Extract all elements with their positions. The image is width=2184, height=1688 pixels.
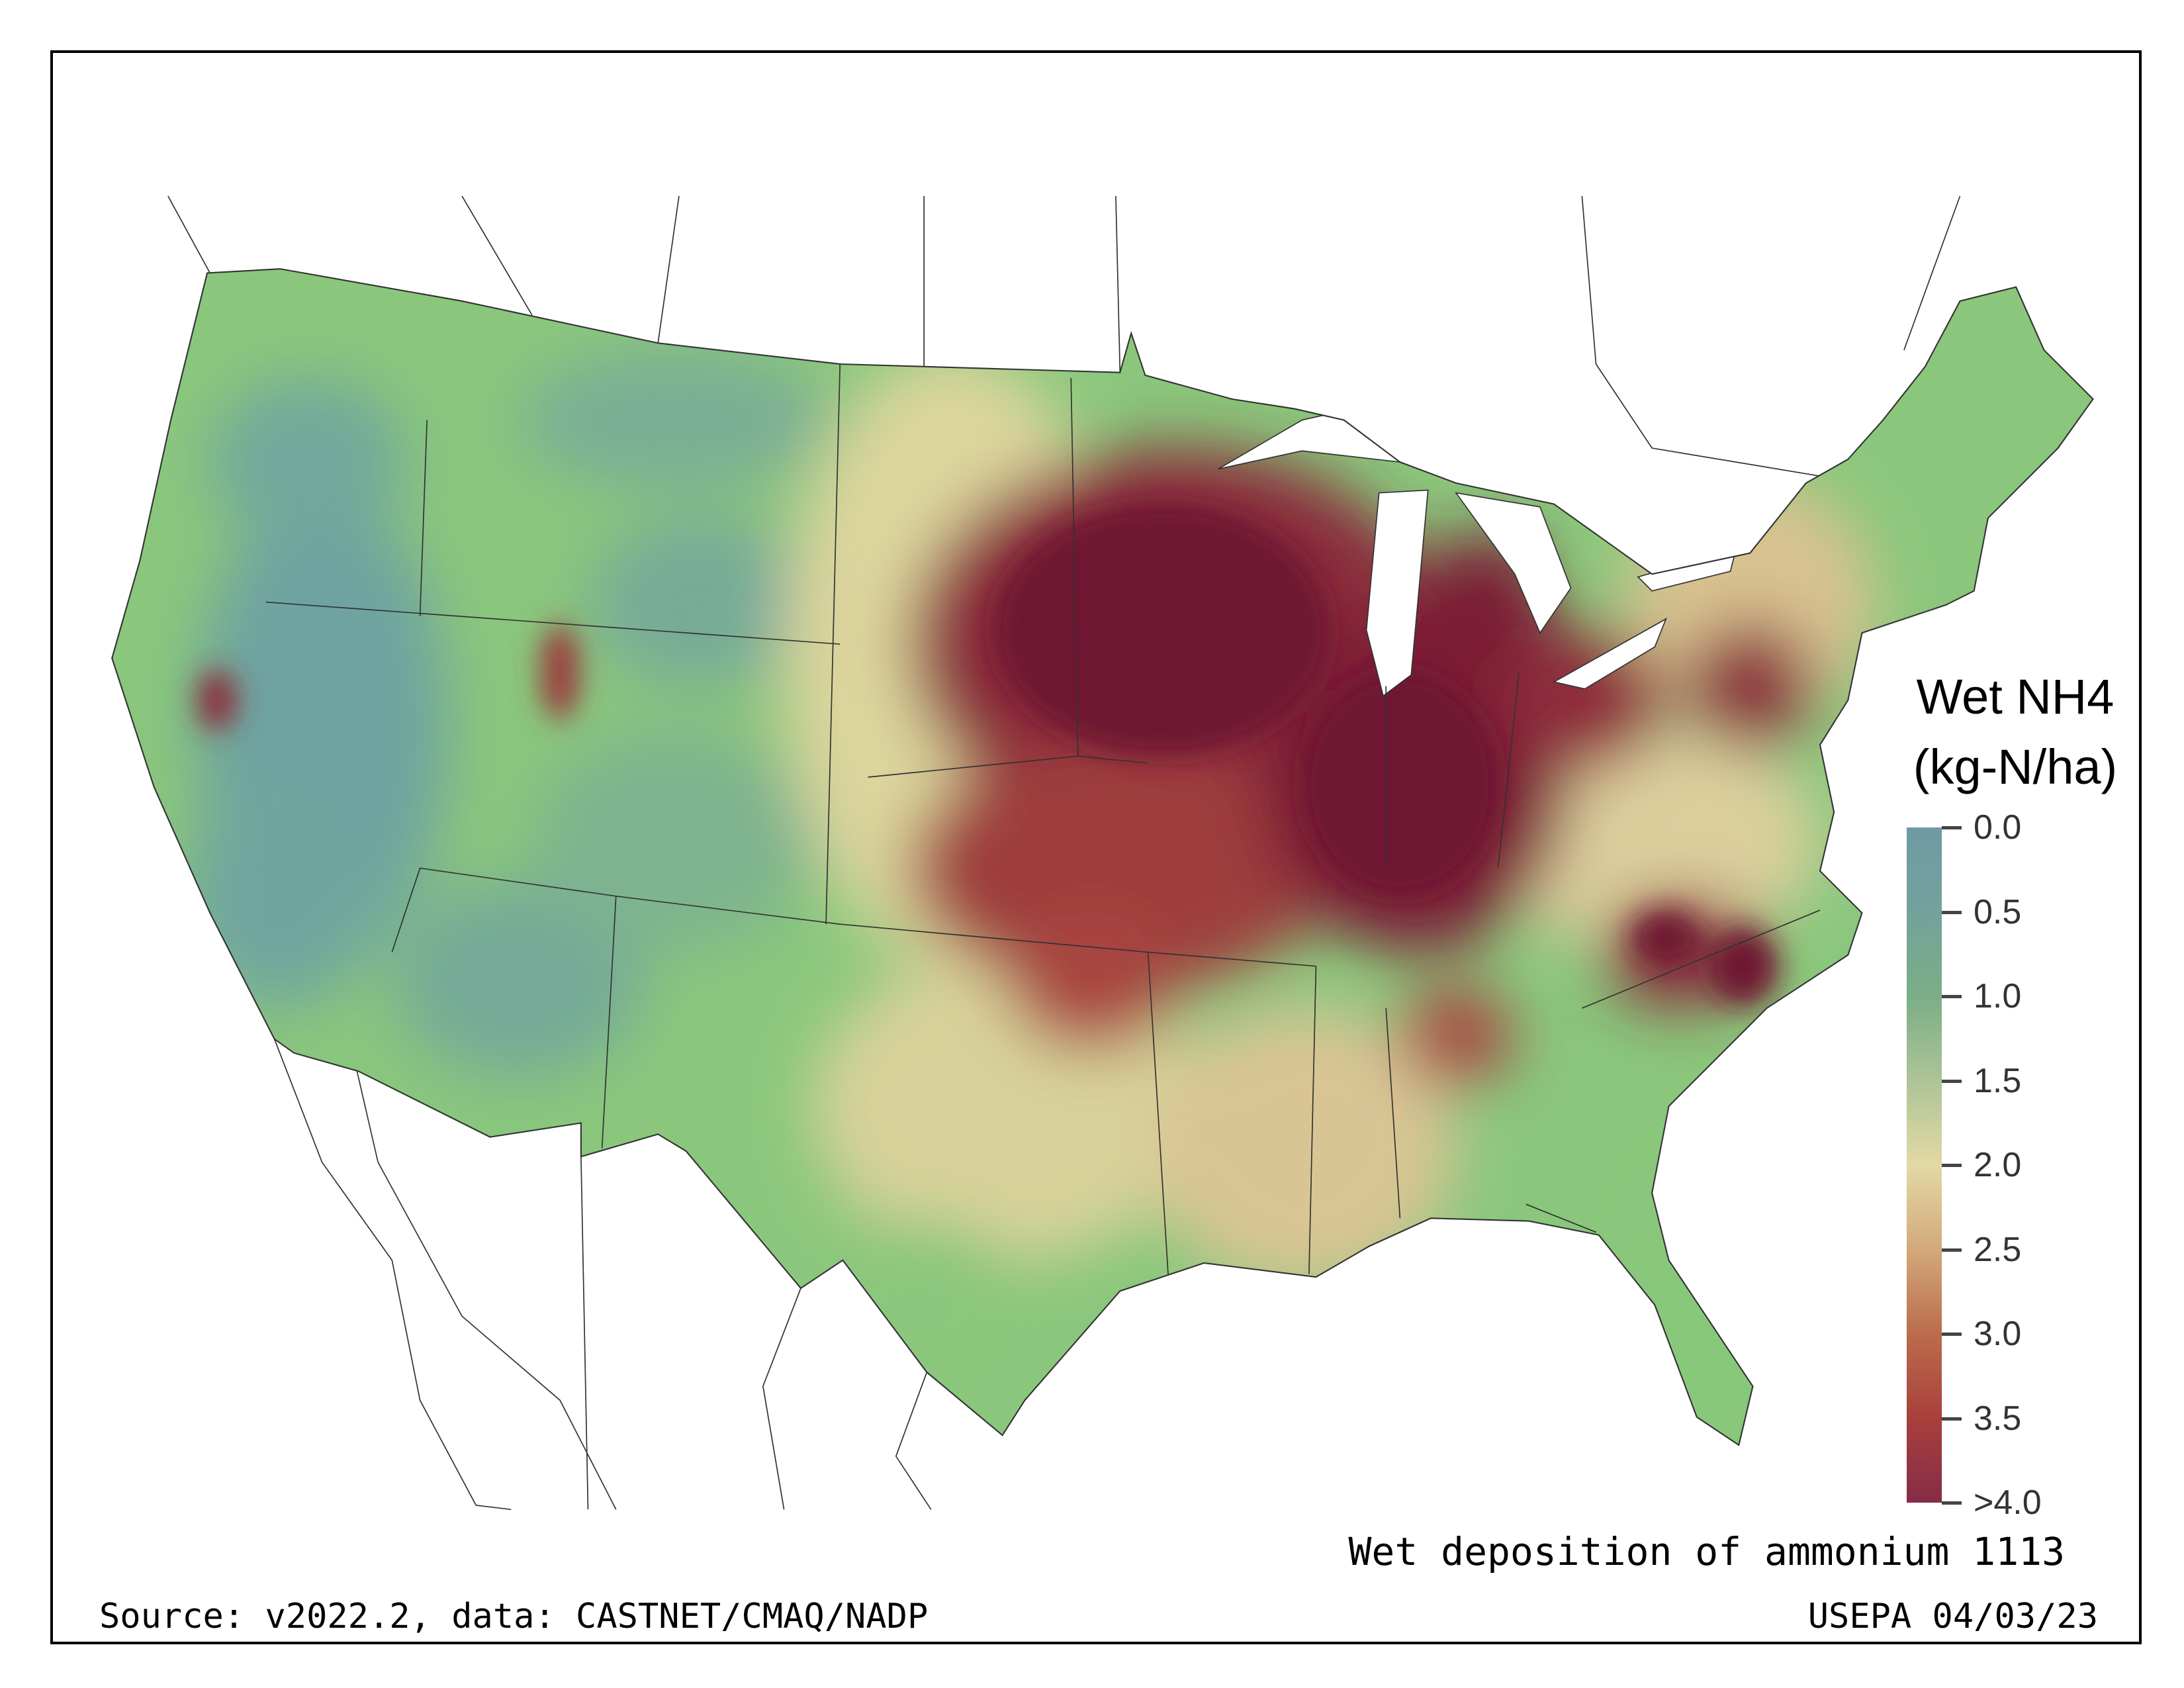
color-bar-tick (1942, 1079, 1962, 1083)
agency-date: USEPA 04/03/23 (1807, 1597, 2098, 1636)
color-bar-tick (1942, 910, 1962, 914)
color-bar-tick-label: 3.0 (1974, 1315, 2022, 1353)
color-bar-tick-label: 0.0 (1974, 808, 2022, 847)
color-bar-tick (1942, 1417, 1962, 1421)
neighbor-country-outlines (167, 195, 1961, 1511)
map-caption: Wet deposition of ammonium 1113 (1348, 1529, 2066, 1574)
color-bar-tick (1942, 1333, 1962, 1336)
color-bar-tick (1942, 1248, 1962, 1252)
color-bar-tick-label: 1.0 (1974, 977, 2022, 1015)
legend-title-line1: Wet NH4 (1916, 669, 2115, 724)
color-bar-tick (1942, 995, 1962, 998)
color-bar-tick (1942, 1164, 1962, 1167)
color-bar-tick (1942, 1501, 1962, 1505)
color-bar-tick-label: 3.5 (1974, 1399, 2022, 1438)
color-bar-tick-label: >4.0 (1974, 1483, 2042, 1522)
color-bar-tick (1942, 826, 1962, 829)
color-bar-tick-label: 2.5 (1974, 1230, 2022, 1269)
color-bar-tick-label: 0.5 (1974, 892, 2022, 931)
color-bar-tick-label: 2.0 (1974, 1146, 2022, 1184)
legend-title: Wet NH4 (kg-N/ha) (1893, 662, 2138, 802)
figure-frame (50, 50, 2142, 1644)
color-bar (1907, 827, 1942, 1503)
source-note: Source: v2022.2, data: CASTNET/CMAQ/NADP (99, 1597, 929, 1636)
color-bar-tick-label: 1.5 (1974, 1061, 2022, 1100)
state-boundaries (265, 363, 1821, 1289)
legend-title-units: (kg-N/ha) (1913, 739, 2118, 794)
